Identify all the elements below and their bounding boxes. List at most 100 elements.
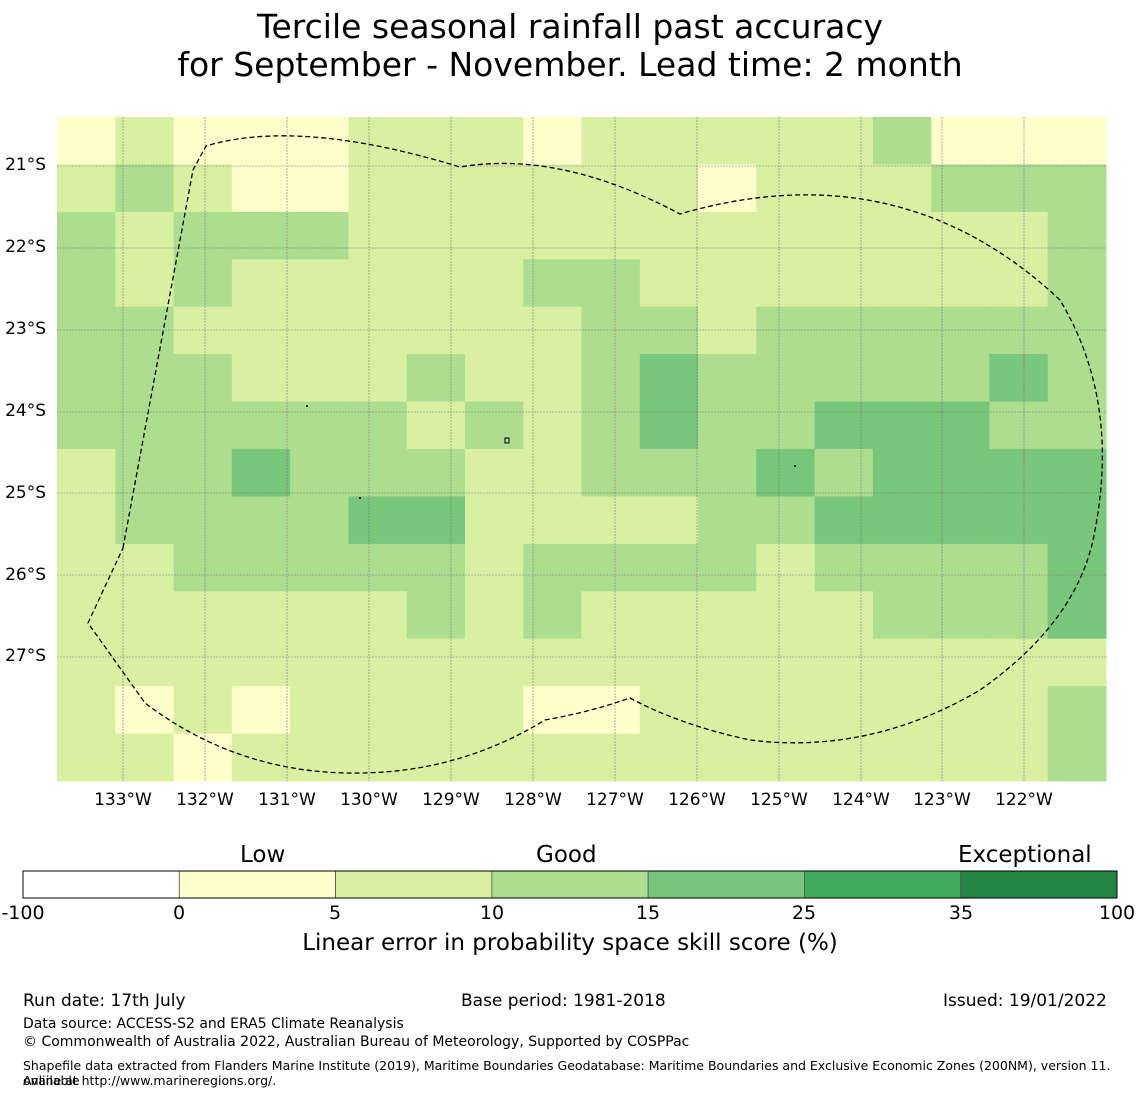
grid-cell (989, 449, 1049, 497)
eez-boundary (87, 135, 1103, 774)
grid-cell (406, 733, 466, 782)
grid-cell (1047, 449, 1107, 497)
lat-label: 23°S (5, 319, 46, 339)
grid-cell (115, 306, 175, 355)
colorbar-segment (960, 870, 1118, 899)
grid-cell (464, 164, 524, 213)
grid-cell (523, 259, 582, 308)
grid-cell (231, 733, 291, 782)
grid-cell (814, 259, 874, 308)
map-title-line-2: for September - November. Lead time: 2 m… (177, 45, 963, 84)
grid-cell (290, 686, 349, 734)
grid-cell (464, 354, 524, 402)
grid-cell (698, 496, 757, 545)
colorbar-tick-label: 5 (328, 902, 342, 924)
colorbar-segment (22, 870, 180, 899)
grid-cell (57, 733, 116, 782)
grid-cell (231, 686, 291, 734)
grid-cell (1047, 164, 1107, 213)
grid-cell (231, 449, 291, 497)
grid-cell (872, 306, 932, 355)
graticule (57, 117, 1106, 781)
grid-cell (814, 496, 874, 545)
lon-label: 129°W (422, 790, 480, 810)
grid-cell (814, 306, 874, 355)
grid-cell (173, 591, 233, 640)
grid-cell (231, 591, 291, 640)
grid-cell (756, 117, 816, 165)
grid-cell (523, 591, 582, 640)
grid-cell (872, 591, 932, 640)
grid-cell (756, 164, 816, 213)
grid-cell (581, 117, 641, 165)
grid-cell (464, 733, 524, 782)
island-outline (504, 437, 510, 444)
grid-cell (639, 733, 699, 782)
colorbar-segment (647, 870, 805, 899)
grid-cell (57, 401, 116, 450)
grid-cell (639, 117, 699, 165)
grid-cell (523, 354, 582, 402)
grid-cell (814, 211, 874, 260)
grid-cell (931, 449, 990, 497)
grid-cell (523, 306, 582, 355)
colorbar-segment (178, 870, 337, 899)
grid-cell (989, 306, 1049, 355)
grid-cell (756, 543, 816, 592)
grid-cell (290, 164, 349, 213)
grid-cell (173, 164, 233, 213)
grid-cell (989, 686, 1049, 734)
grid-cell (698, 543, 757, 592)
grid-cell (872, 449, 932, 497)
grid-cell (872, 164, 932, 213)
grid-cell (1047, 496, 1107, 545)
grid-cell (872, 259, 932, 308)
lon-label: 125°W (750, 790, 808, 810)
data-source: Data source: ACCESS-S2 and ERA5 Climate … (23, 1016, 404, 1032)
grid-cell (173, 211, 233, 260)
grid-cell (814, 164, 874, 213)
grid-cell (872, 496, 932, 545)
grid-cell (464, 543, 524, 592)
grid-cell (931, 686, 990, 734)
grid-cell (173, 259, 233, 308)
grid-cell (231, 117, 291, 165)
grid-cell (173, 306, 233, 355)
colorbar-tick-label: 15 (635, 902, 661, 924)
lon-label: 133°W (94, 790, 152, 810)
grid-cell (1047, 591, 1107, 640)
colorbar (22, 870, 1118, 899)
grid-cell (1047, 354, 1107, 402)
grid-cell (406, 686, 466, 734)
grid-cell (57, 591, 116, 640)
grid-cell (173, 686, 233, 734)
grid-cell (231, 164, 291, 213)
grid-cell (931, 354, 990, 402)
grid-cell (872, 117, 932, 165)
grid-cell (348, 164, 408, 213)
grid-cell (115, 686, 175, 734)
lon-label: 132°W (176, 790, 234, 810)
grid-cell (406, 259, 466, 308)
grid-cell (173, 354, 233, 402)
grid-cell (348, 306, 408, 355)
grid-cell (639, 211, 699, 260)
lon-label: 130°W (340, 790, 398, 810)
grid-cell (698, 686, 757, 734)
grid-cell (115, 638, 175, 687)
grid-cell (1047, 306, 1107, 355)
lon-label: 127°W (586, 790, 644, 810)
grid-cell (173, 449, 233, 497)
grid-cell (581, 306, 641, 355)
grid-cell (406, 354, 466, 402)
grid-cell (989, 211, 1049, 260)
grid-cell (639, 306, 699, 355)
grid-cell (814, 638, 874, 687)
grid-cell (57, 354, 116, 402)
grid-cell (581, 591, 641, 640)
grid-cell (698, 401, 757, 450)
grid-cell (639, 638, 699, 687)
grid-cell (872, 401, 932, 450)
grid-cell (639, 259, 699, 308)
grid-cell (173, 733, 233, 782)
